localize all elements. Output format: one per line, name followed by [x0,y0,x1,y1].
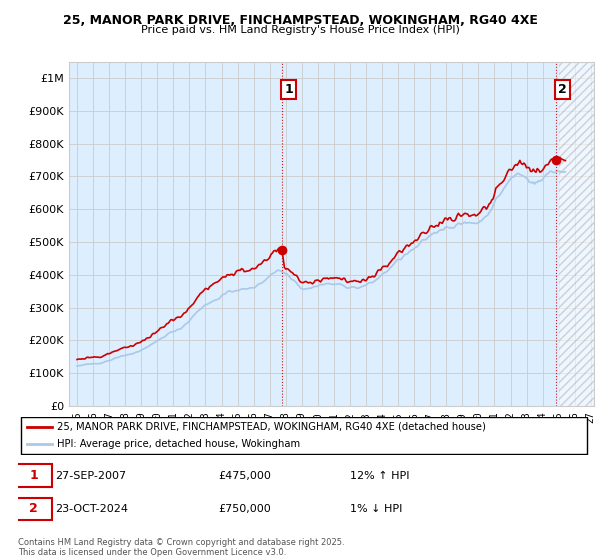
Text: 1: 1 [29,469,38,482]
Text: 2: 2 [559,83,567,96]
Text: £750,000: £750,000 [218,504,271,514]
Text: Price paid vs. HM Land Registry's House Price Index (HPI): Price paid vs. HM Land Registry's House … [140,25,460,35]
Text: 1% ↓ HPI: 1% ↓ HPI [350,504,403,514]
FancyBboxPatch shape [15,497,52,520]
Text: 23-OCT-2024: 23-OCT-2024 [55,504,128,514]
Text: 12% ↑ HPI: 12% ↑ HPI [350,471,410,480]
FancyBboxPatch shape [21,417,587,454]
Text: 27-SEP-2007: 27-SEP-2007 [55,471,127,480]
Bar [559,62,594,406]
Text: Contains HM Land Registry data © Crown copyright and database right 2025.
This d: Contains HM Land Registry data © Crown c… [18,538,344,557]
Text: 25, MANOR PARK DRIVE, FINCHAMPSTEAD, WOKINGHAM, RG40 4XE (detached house): 25, MANOR PARK DRIVE, FINCHAMPSTEAD, WOK… [57,422,486,432]
Text: 25, MANOR PARK DRIVE, FINCHAMPSTEAD, WOKINGHAM, RG40 4XE: 25, MANOR PARK DRIVE, FINCHAMPSTEAD, WOK… [62,14,538,27]
Text: £475,000: £475,000 [218,471,271,480]
Text: HPI: Average price, detached house, Wokingham: HPI: Average price, detached house, Woki… [57,440,300,450]
Text: 1: 1 [284,83,293,96]
FancyBboxPatch shape [15,464,52,487]
Text: 2: 2 [29,502,38,515]
